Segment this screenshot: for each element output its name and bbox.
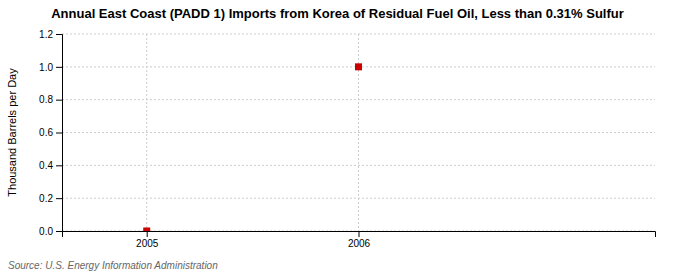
- x-axis: 2005 2006: [63, 231, 656, 249]
- tick: 0.6: [39, 127, 62, 138]
- tick: 1.0: [39, 62, 62, 73]
- y-axis-title: Thousand Barrels per Day: [6, 68, 18, 197]
- axis-line: [56, 35, 63, 232]
- tick: 0.2: [39, 193, 62, 204]
- source: Source: U.S. Energy Information Administ…: [8, 260, 218, 271]
- tick-mark: [359, 231, 360, 237]
- tick-mark: [56, 231, 62, 232]
- plot: 2005 2006 0.0 0.2 0.4 0.6 0.8 1.0 1.2: [39, 29, 655, 249]
- tick-label: 2005: [136, 238, 159, 249]
- tick-label: 0.2: [39, 193, 53, 204]
- point: [143, 228, 150, 232]
- grid-line: [62, 165, 655, 166]
- grid: [62, 34, 655, 231]
- tick-label: 2006: [348, 238, 371, 249]
- grid-line: [146, 34, 147, 231]
- tick-mark: [56, 165, 62, 166]
- tick-label: 1.2: [39, 29, 53, 40]
- tick: 2005: [136, 231, 159, 249]
- tick-label: 0.4: [39, 160, 53, 171]
- y-axis: 0.0 0.2 0.4 0.6 0.8 1.0 1.2: [39, 29, 62, 237]
- tick-mark: [56, 34, 62, 35]
- points: [143, 63, 362, 231]
- point: [355, 63, 362, 70]
- tick-mark: [56, 133, 62, 134]
- tick-label: 0.6: [39, 127, 53, 138]
- tick-mark: [56, 67, 62, 68]
- tick: 0.8: [39, 94, 62, 105]
- title: Annual East Coast (PADD 1) Imports from …: [51, 6, 624, 21]
- tick-mark: [56, 100, 62, 101]
- tick-mark: [147, 231, 148, 237]
- tick: 1.2: [39, 29, 62, 40]
- tick-label: 1.0: [39, 62, 53, 73]
- tick: 0.4: [39, 160, 62, 171]
- tick: 0.0: [39, 226, 62, 237]
- axis-line: [63, 232, 656, 238]
- tick-label: 0.8: [39, 94, 53, 105]
- tick-mark: [56, 198, 62, 199]
- tick: 2006: [348, 231, 371, 249]
- tick-label: 0.0: [39, 226, 53, 237]
- grid-line: [62, 132, 655, 133]
- chart: 2005 2006 0.0 0.2 0.4 0.6 0.8 1.0 1.2 Thousand Ba…: [0, 0, 675, 275]
